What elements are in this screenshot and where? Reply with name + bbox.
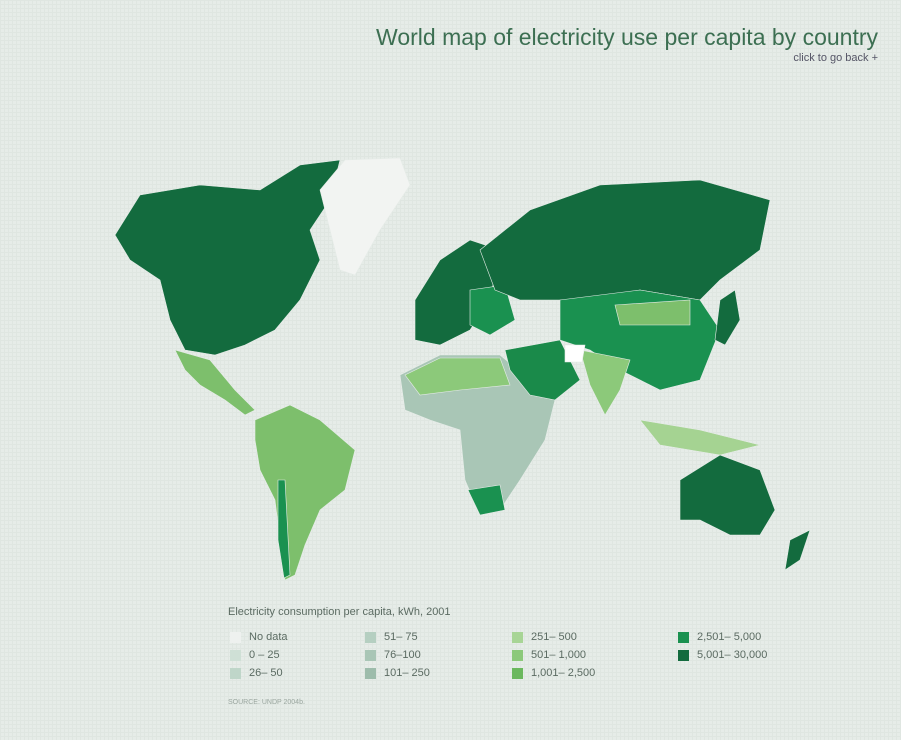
legend-item: 501– 1,000 xyxy=(512,649,586,663)
back-link[interactable]: click to go back + xyxy=(793,52,878,64)
greenland xyxy=(319,157,411,276)
legend-swatch xyxy=(365,667,376,679)
legend-label: 1,001– 2,500 xyxy=(531,667,596,679)
legend-item: 26– 50 xyxy=(230,667,283,681)
legend-label: 251– 500 xyxy=(531,631,577,643)
legend-label: 26– 50 xyxy=(249,667,283,679)
legend-swatch xyxy=(512,667,523,679)
legend-swatch xyxy=(230,667,241,679)
russia xyxy=(479,179,771,301)
legend-swatch xyxy=(678,649,689,661)
legend-title: Electricity consumption per capita, kWh,… xyxy=(228,606,451,618)
legend-item: 76–100 xyxy=(365,649,421,663)
southeast-asia xyxy=(639,419,761,456)
central-america xyxy=(174,349,256,416)
title: World map of electricity use per capita … xyxy=(376,24,878,50)
south-america xyxy=(254,404,356,581)
legend-swatch xyxy=(365,649,376,661)
afghanistan xyxy=(564,344,586,363)
legend-label: 101– 250 xyxy=(384,667,430,679)
legend-swatch xyxy=(230,631,241,643)
legend-label: 5,001– 30,000 xyxy=(697,649,768,661)
australia xyxy=(679,454,776,536)
source: SOURCE: UNDP 2004b. xyxy=(228,699,305,706)
north-america xyxy=(114,159,341,356)
legend-swatch xyxy=(678,631,689,643)
legend-item: 1,001– 2,500 xyxy=(512,667,595,681)
legend-swatch xyxy=(512,631,523,643)
legend-swatch xyxy=(512,649,523,661)
japan xyxy=(714,289,741,346)
mongolia xyxy=(614,299,691,326)
africa xyxy=(399,354,556,516)
legend-item: 0 – 25 xyxy=(230,649,280,663)
legend-swatch xyxy=(365,631,376,643)
india xyxy=(579,349,631,416)
new-zealand xyxy=(784,529,811,571)
legend-item: 251– 500 xyxy=(512,631,577,645)
south-africa xyxy=(467,484,506,516)
world-map xyxy=(114,157,811,581)
legend-item: 2,501– 5,000 xyxy=(678,631,761,645)
legend-label: No data xyxy=(249,631,288,643)
legend-label: 51– 75 xyxy=(384,631,418,643)
legend-label: 501– 1,000 xyxy=(531,649,587,661)
legend-item: No data xyxy=(230,631,288,645)
legend-swatch xyxy=(230,649,241,661)
legend-item: 51– 75 xyxy=(365,631,418,645)
legend-label: 2,501– 5,000 xyxy=(697,631,762,643)
legend-label: 76–100 xyxy=(384,649,421,661)
legend-item: 101– 250 xyxy=(365,667,430,681)
chile xyxy=(277,479,291,579)
legend-item: 5,001– 30,000 xyxy=(678,649,767,663)
legend-label: 0 – 25 xyxy=(249,649,280,661)
north-africa xyxy=(404,357,511,396)
